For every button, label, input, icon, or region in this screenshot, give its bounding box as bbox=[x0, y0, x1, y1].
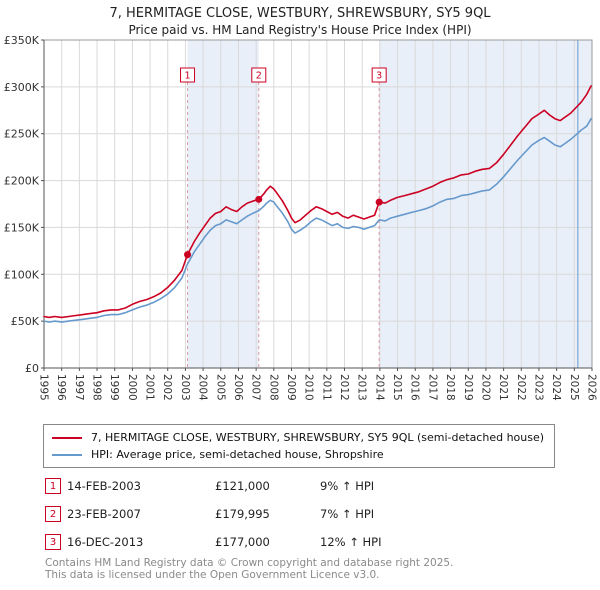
hpi-line-swatch bbox=[52, 453, 82, 456]
svg-text:£100K: £100K bbox=[4, 268, 40, 281]
svg-text:2017: 2017 bbox=[426, 374, 438, 401]
footer-licence: This data is licensed under the Open Gov… bbox=[45, 569, 380, 581]
legend-price-label: 7, HERMITAGE CLOSE, WESTBURY, SHREWSBURY… bbox=[91, 431, 545, 444]
svg-text:3: 3 bbox=[376, 71, 382, 82]
svg-text:1998: 1998 bbox=[91, 374, 103, 401]
svg-text:2026: 2026 bbox=[586, 374, 598, 401]
svg-text:2020: 2020 bbox=[479, 374, 491, 401]
footer-copyright: Contains HM Land Registry data © Crown c… bbox=[45, 557, 454, 569]
svg-text:1997: 1997 bbox=[73, 374, 85, 401]
transaction-hpi-delta: 7% ↑ HPI bbox=[320, 507, 375, 521]
svg-text:2007: 2007 bbox=[250, 374, 262, 401]
svg-text:£200K: £200K bbox=[4, 175, 40, 188]
transaction-price: £177,000 bbox=[215, 535, 270, 549]
svg-text:2001: 2001 bbox=[144, 374, 156, 401]
transaction-marker: 3 bbox=[45, 534, 61, 550]
transaction-row: 3 16-DEC-2013 £177,000 12% ↑ HPI bbox=[45, 534, 565, 551]
transaction-hpi-delta: 12% ↑ HPI bbox=[320, 535, 382, 549]
legend-item-hpi: HPI: Average price, semi-detached house,… bbox=[52, 446, 546, 463]
svg-text:1995: 1995 bbox=[38, 374, 50, 401]
transaction-marker: 2 bbox=[45, 506, 61, 522]
chart-subtitle: Price paid vs. HM Land Registry's House … bbox=[128, 23, 472, 37]
transaction-price: £179,995 bbox=[215, 507, 270, 521]
price-line-swatch bbox=[52, 436, 82, 439]
chart-title: 7, HERMITAGE CLOSE, WESTBURY, SHREWSBURY… bbox=[109, 6, 491, 21]
svg-text:2010: 2010 bbox=[303, 374, 315, 401]
transaction-row: 1 14-FEB-2003 £121,000 9% ↑ HPI bbox=[45, 478, 565, 495]
svg-text:2009: 2009 bbox=[285, 374, 297, 401]
svg-text:1996: 1996 bbox=[55, 374, 67, 401]
svg-text:2016: 2016 bbox=[409, 374, 421, 401]
svg-text:2024: 2024 bbox=[550, 374, 562, 401]
svg-text:2019: 2019 bbox=[462, 374, 474, 401]
transaction-date: 16-DEC-2013 bbox=[67, 535, 144, 549]
svg-text:2022: 2022 bbox=[515, 374, 527, 401]
transaction-price: £121,000 bbox=[215, 479, 270, 493]
svg-text:2012: 2012 bbox=[338, 374, 350, 401]
svg-text:1: 1 bbox=[185, 71, 191, 82]
svg-text:£300K: £300K bbox=[4, 81, 40, 94]
svg-text:1999: 1999 bbox=[108, 374, 120, 401]
svg-text:2013: 2013 bbox=[356, 374, 368, 401]
transaction-marker: 1 bbox=[45, 478, 61, 494]
svg-text:2018: 2018 bbox=[444, 374, 456, 401]
svg-text:2011: 2011 bbox=[320, 374, 332, 401]
svg-text:2: 2 bbox=[256, 71, 262, 82]
chart-legend: 7, HERMITAGE CLOSE, WESTBURY, SHREWSBURY… bbox=[43, 424, 555, 468]
transaction-date: 14-FEB-2003 bbox=[67, 479, 141, 493]
svg-text:2000: 2000 bbox=[126, 374, 138, 401]
legend-item-price: 7, HERMITAGE CLOSE, WESTBURY, SHREWSBURY… bbox=[52, 429, 546, 446]
svg-text:£250K: £250K bbox=[4, 128, 40, 141]
transaction-date: 23-FEB-2007 bbox=[67, 507, 141, 521]
svg-text:£50K: £50K bbox=[11, 315, 40, 328]
transaction-hpi-delta: 9% ↑ HPI bbox=[320, 479, 375, 493]
svg-text:2005: 2005 bbox=[214, 374, 226, 401]
svg-text:£0: £0 bbox=[25, 362, 39, 375]
svg-text:2023: 2023 bbox=[532, 374, 544, 401]
price-history-chart: 1 2 3 £0 £50K £100K £150K £200K £250K £300K £350K 1… bbox=[4, 34, 598, 401]
svg-text:2021: 2021 bbox=[497, 374, 509, 401]
svg-text:2014: 2014 bbox=[373, 374, 385, 401]
svg-text:£150K: £150K bbox=[4, 221, 40, 234]
svg-text:2008: 2008 bbox=[267, 374, 279, 401]
svg-text:2004: 2004 bbox=[197, 374, 209, 401]
svg-text:2002: 2002 bbox=[161, 374, 173, 401]
svg-text:£350K: £350K bbox=[4, 34, 40, 47]
svg-text:2025: 2025 bbox=[568, 374, 580, 401]
svg-text:2003: 2003 bbox=[179, 374, 191, 401]
legend-hpi-label: HPI: Average price, semi-detached house,… bbox=[91, 448, 384, 461]
svg-text:2006: 2006 bbox=[232, 374, 244, 401]
transaction-row: 2 23-FEB-2007 £179,995 7% ↑ HPI bbox=[45, 506, 565, 523]
svg-text:2015: 2015 bbox=[391, 374, 403, 401]
